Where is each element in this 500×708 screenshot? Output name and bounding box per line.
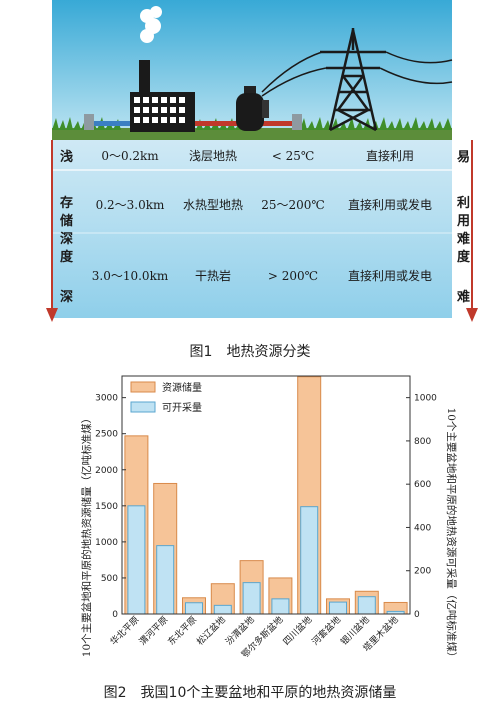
y-tick-label-2: 1000 (95, 538, 118, 548)
x-tick-label-6: 四川盆地 (280, 614, 314, 648)
heat-pump-icon (236, 86, 269, 131)
y-tick-label-4: 2000 (95, 466, 118, 476)
bar-recoverable-5 (271, 598, 290, 615)
svg-text:储: 储 (59, 213, 73, 229)
storage-depth-arrow (46, 140, 58, 322)
y2-tick-label-5: 1000 (414, 394, 437, 404)
x-tick-label-3: 松辽盆地 (194, 614, 228, 648)
bar-recoverable-6 (300, 506, 319, 615)
svg-text:深: 深 (60, 231, 73, 247)
bar-recoverable-0 (127, 505, 146, 615)
figure1-caption: 图1 地热资源分类 (189, 344, 311, 360)
bar-recoverable-3 (213, 604, 232, 615)
geothermal-classification-figure: 浅 存 储 深 度 深 易 利 用 难 度 难 0～0.2km 浅层地热 < 2… (46, 0, 478, 322)
bar-recoverable-4 (242, 582, 261, 615)
row3-temp: > 200℃ (268, 269, 318, 283)
row3-use: 直接利用或发电 (348, 268, 432, 283)
row3-depth: 3.0～10.0km (92, 269, 169, 283)
y2-axis-label: 10个主要盆地和平原的地热资源可采量（亿吨标准煤） (445, 408, 458, 663)
label-storage-depth: 存 储 深 度 (59, 195, 74, 265)
label-easy: 易 (457, 150, 470, 165)
y2-tick-label-0: 0 (414, 610, 420, 620)
underground-background (52, 140, 452, 318)
x-tick-label-1: 渭河平原 (136, 614, 170, 648)
y-axis-label: 10个主要盆地和平原的地热资源储量（亿吨标准煤） (80, 413, 93, 657)
row1-type: 浅层地热 (189, 149, 237, 163)
y2-tick-label-4: 800 (414, 437, 431, 447)
y-tick-label-3: 1500 (95, 502, 118, 512)
factory-icon (130, 6, 195, 132)
svg-text:难: 难 (456, 231, 470, 247)
legend-label-resource: 资源储量 (162, 381, 202, 394)
y-tick-label-1: 500 (101, 574, 118, 584)
y-tick-label-6: 3000 (95, 394, 118, 404)
figure2-caption: 图2 我国10个主要盆地和平原的地热资源储量 (103, 685, 397, 701)
y2-tick-label-3: 600 (414, 480, 431, 490)
row2-depth: 0.2～3.0km (96, 198, 165, 212)
svg-text:利: 利 (457, 195, 470, 211)
row2-temp: 25～200℃ (261, 198, 325, 212)
y2-tick-label-2: 400 (414, 523, 431, 533)
bar-recoverable-7 (329, 601, 347, 615)
row1-use: 直接利用 (366, 148, 414, 163)
power-tower-icon (320, 28, 386, 132)
row2-type: 水热型地热 (183, 198, 243, 212)
power-line-icon (261, 51, 453, 97)
y-tick-label-0: 0 (112, 610, 118, 620)
pipe-icon (84, 114, 302, 130)
legend-swatch-recoverable (130, 401, 156, 413)
label-hard: 难 (456, 289, 470, 305)
row2-use: 直接利用或发电 (348, 197, 432, 212)
row1-depth: 0～0.2km (101, 149, 159, 163)
use-difficulty-arrow (466, 140, 478, 322)
x-tick-label-7: 河套盆地 (309, 614, 343, 648)
label-deep: 深 (60, 289, 73, 305)
bar-recoverable-8 (357, 596, 376, 615)
label-shallow: 浅 (60, 149, 73, 165)
y-tick-label-5: 2500 (95, 430, 118, 440)
svg-text:度: 度 (457, 249, 471, 265)
svg-text:用: 用 (456, 214, 470, 229)
legend-label-recoverable: 可开采量 (162, 402, 202, 414)
reserves-bar-chart: 华北平原渭河平原东北平原松辽盆地汾渭盆地鄂尔多斯盆地四川盆地河套盆地银川盆地塔里… (80, 375, 458, 663)
bar-recoverable-1 (156, 545, 175, 615)
row3-type: 干热岩 (195, 268, 231, 283)
svg-text:存: 存 (60, 195, 73, 211)
plot-frame (121, 375, 411, 615)
legend-swatch-resource (130, 381, 156, 393)
label-use-difficulty: 利 用 难 度 (456, 195, 471, 265)
svg-text:度: 度 (60, 249, 74, 265)
x-tick-label-2: 东北平原 (165, 614, 199, 648)
row1-temp: < 25℃ (272, 149, 315, 163)
y2-tick-label-1: 200 (414, 567, 431, 577)
bar-recoverable-2 (185, 602, 203, 615)
